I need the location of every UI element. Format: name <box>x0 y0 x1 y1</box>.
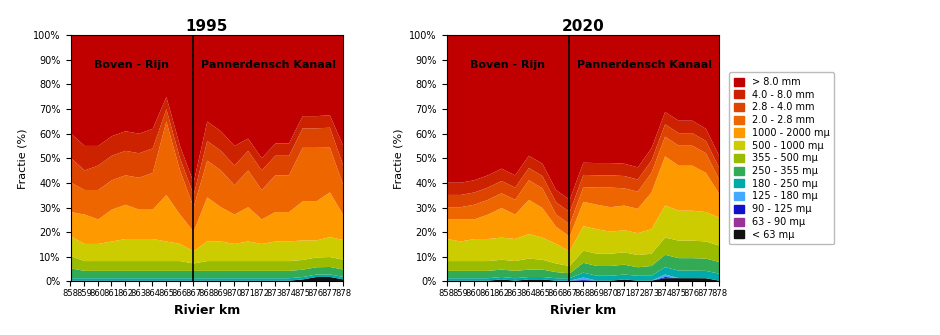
Text: Boven - Rijn: Boven - Rijn <box>94 60 169 70</box>
Y-axis label: Fractie (%): Fractie (%) <box>18 128 27 189</box>
Text: Pannerdensch Kanaal: Pannerdensch Kanaal <box>576 60 712 70</box>
Text: Pannerdensch Kanaal: Pannerdensch Kanaal <box>200 60 336 70</box>
X-axis label: Rivier km: Rivier km <box>174 304 240 317</box>
Text: Boven - Rijn: Boven - Rijn <box>470 60 545 70</box>
Title: 2020: 2020 <box>561 19 604 34</box>
Y-axis label: Fractie (%): Fractie (%) <box>394 128 404 189</box>
Legend: > 8.0 mm, 4.0 - 8.0 mm, 2.8 - 4.0 mm, 2.0 - 2.8 mm, 1000 - 2000 mμ, 500 - 1000 m: > 8.0 mm, 4.0 - 8.0 mm, 2.8 - 4.0 mm, 2.… <box>729 72 835 245</box>
X-axis label: Rivier km: Rivier km <box>550 304 616 317</box>
Title: 1995: 1995 <box>185 19 227 34</box>
